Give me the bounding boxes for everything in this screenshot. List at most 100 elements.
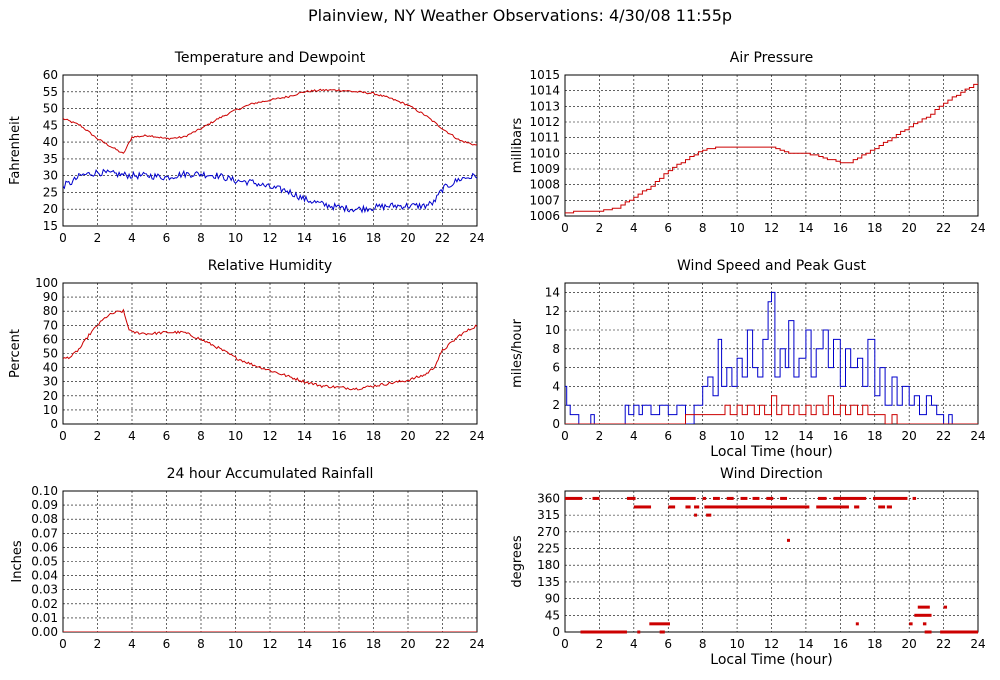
x-tick-label: 4	[630, 221, 638, 235]
x-tick-label: 16	[331, 429, 346, 443]
x-tick-label: 4	[128, 429, 136, 443]
y-tick-label: 360	[537, 491, 560, 505]
y-tick-label: 180	[537, 558, 560, 572]
y-tick-label: 2	[552, 398, 560, 412]
x-tick-label: 8	[699, 637, 707, 651]
series-line-0	[565, 82, 978, 214]
y-tick-label: 14	[545, 285, 560, 299]
direction-point	[854, 505, 860, 509]
x-tick-label: 14	[297, 429, 312, 443]
y-tick-label: 0	[552, 417, 560, 431]
y-tick-label: 0.06	[31, 540, 58, 554]
y-tick-label: 6	[552, 361, 560, 375]
x-tick-label: 14	[798, 221, 813, 235]
x-tick-label: 24	[970, 637, 985, 651]
direction-point	[943, 605, 948, 609]
x-tick-label: 6	[664, 429, 672, 443]
y-tick-label: 1014	[529, 84, 560, 98]
y-tick-label: 10	[545, 323, 560, 337]
x-tick-label: 6	[664, 637, 672, 651]
x-tick-label: 0	[561, 429, 569, 443]
y-axis-label: Inches	[10, 540, 25, 582]
x-tick-label: 16	[331, 231, 346, 245]
y-axis-label: miles/hour	[510, 318, 525, 387]
y-tick-label: 60	[43, 332, 58, 346]
series-line-1	[63, 168, 477, 214]
x-tick-label: 6	[163, 231, 171, 245]
x-tick-label: 0	[561, 637, 569, 651]
direction-point	[668, 505, 676, 509]
x-tick-label: 22	[435, 231, 450, 245]
y-tick-label: 0.08	[31, 512, 58, 526]
y-tick-label: 135	[537, 575, 560, 589]
x-tick-label: 12	[764, 637, 779, 651]
x-tick-label: 10	[228, 429, 243, 443]
x-tick-label: 0	[561, 221, 569, 235]
page-title: Plainview, NY Weather Observations: 4/30…	[307, 6, 733, 25]
direction-point	[637, 630, 641, 634]
x-tick-label: 12	[764, 429, 779, 443]
x-tick-label: 20	[400, 231, 415, 245]
x-tick-label: 4	[630, 429, 638, 443]
direction-point	[706, 513, 712, 517]
y-axis-label: millibars	[510, 118, 525, 174]
y-tick-label: 10	[43, 403, 58, 417]
y-tick-label: 0.10	[31, 484, 58, 498]
direction-point	[922, 622, 927, 626]
x-tick-label: 8	[197, 637, 205, 651]
y-tick-label: 1013	[529, 99, 560, 113]
direction-point	[786, 538, 790, 542]
direction-point	[909, 622, 913, 626]
x-tick-label: 14	[798, 637, 813, 651]
direction-point	[766, 496, 774, 500]
x-tick-label: 20	[902, 429, 917, 443]
x-tick-label: 18	[366, 429, 381, 443]
direction-point	[914, 613, 932, 617]
x-tick-label: 22	[435, 637, 450, 651]
x-tick-label: 2	[94, 231, 102, 245]
chart-title: Wind Speed and Peak Gust	[677, 258, 866, 274]
direction-point	[752, 496, 760, 500]
x-tick-label: 16	[331, 637, 346, 651]
y-tick-label: 0.05	[31, 555, 58, 569]
direction-point	[886, 505, 892, 509]
y-tick-label: 8	[552, 342, 560, 356]
y-tick-label: 20	[43, 202, 58, 216]
y-tick-label: 25	[43, 185, 58, 199]
y-tick-label: 1008	[529, 178, 560, 192]
y-tick-label: 1010	[529, 146, 560, 160]
direction-point	[565, 496, 583, 500]
plot-frame	[564, 74, 979, 217]
x-tick-label: 2	[596, 221, 604, 235]
y-tick-label: 1009	[529, 162, 560, 176]
x-tick-label: 18	[867, 637, 882, 651]
direction-point	[833, 496, 867, 500]
y-tick-label: 50	[43, 102, 58, 116]
x-tick-label: 0	[59, 231, 67, 245]
x-axis-label: Local Time (hour)	[710, 652, 832, 668]
direction-point	[694, 505, 700, 509]
y-tick-label: 0	[552, 625, 560, 639]
x-tick-label: 18	[867, 429, 882, 443]
y-tick-label: 0.02	[31, 597, 58, 611]
x-tick-label: 2	[94, 429, 102, 443]
x-tick-label: 6	[664, 221, 672, 235]
y-tick-label: 15	[43, 219, 58, 233]
direction-point	[740, 496, 748, 500]
x-tick-label: 12	[262, 637, 277, 651]
x-tick-label: 2	[596, 429, 604, 443]
direction-point	[704, 505, 810, 509]
y-tick-label: 90	[545, 592, 560, 606]
direction-point	[917, 605, 930, 609]
y-tick-label: 30	[43, 169, 58, 183]
direction-point	[855, 622, 859, 626]
direction-point	[912, 496, 917, 500]
y-tick-label: 1015	[529, 68, 560, 82]
direction-point	[669, 496, 696, 500]
x-tick-label: 16	[833, 429, 848, 443]
series-line-0	[63, 88, 477, 154]
plot-frame	[62, 282, 478, 425]
y-tick-label: 0	[50, 417, 58, 431]
